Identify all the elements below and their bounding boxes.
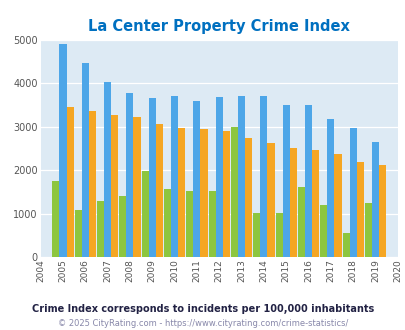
Bar	[334, 154, 341, 257]
Bar	[267, 143, 274, 257]
Bar	[356, 162, 363, 257]
Bar	[304, 105, 311, 257]
Text: Crime Index corresponds to incidents per 100,000 inhabitants: Crime Index corresponds to incidents per…	[32, 304, 373, 314]
Bar	[164, 189, 171, 257]
Bar	[342, 233, 349, 257]
Bar	[89, 111, 96, 257]
Bar	[260, 96, 267, 257]
Bar	[371, 142, 378, 257]
Bar	[111, 115, 118, 257]
Bar	[186, 191, 193, 257]
Title: La Center Property Crime Index: La Center Property Crime Index	[88, 19, 350, 34]
Bar	[97, 201, 104, 257]
Bar	[133, 117, 140, 257]
Bar	[193, 101, 200, 257]
Text: © 2025 CityRating.com - https://www.cityrating.com/crime-statistics/: © 2025 CityRating.com - https://www.city…	[58, 319, 347, 328]
Bar	[59, 44, 66, 257]
Bar	[178, 128, 185, 257]
Bar	[275, 213, 282, 257]
Bar	[52, 181, 59, 257]
Bar	[126, 93, 133, 257]
Bar	[156, 124, 162, 257]
Bar	[215, 97, 222, 257]
Bar	[326, 119, 334, 257]
Bar	[297, 187, 304, 257]
Bar	[320, 205, 326, 257]
Bar	[148, 98, 156, 257]
Bar	[200, 129, 207, 257]
Bar	[222, 131, 229, 257]
Bar	[119, 196, 126, 257]
Bar	[311, 150, 318, 257]
Bar	[75, 210, 81, 257]
Bar	[208, 191, 215, 257]
Bar	[349, 128, 356, 257]
Bar	[81, 63, 89, 257]
Bar	[230, 127, 237, 257]
Bar	[364, 203, 371, 257]
Bar	[66, 107, 73, 257]
Bar	[237, 96, 245, 257]
Bar	[171, 96, 178, 257]
Bar	[104, 82, 111, 257]
Bar	[289, 148, 296, 257]
Bar	[141, 171, 148, 257]
Bar	[378, 165, 385, 257]
Bar	[253, 213, 260, 257]
Bar	[245, 138, 252, 257]
Bar	[282, 105, 289, 257]
